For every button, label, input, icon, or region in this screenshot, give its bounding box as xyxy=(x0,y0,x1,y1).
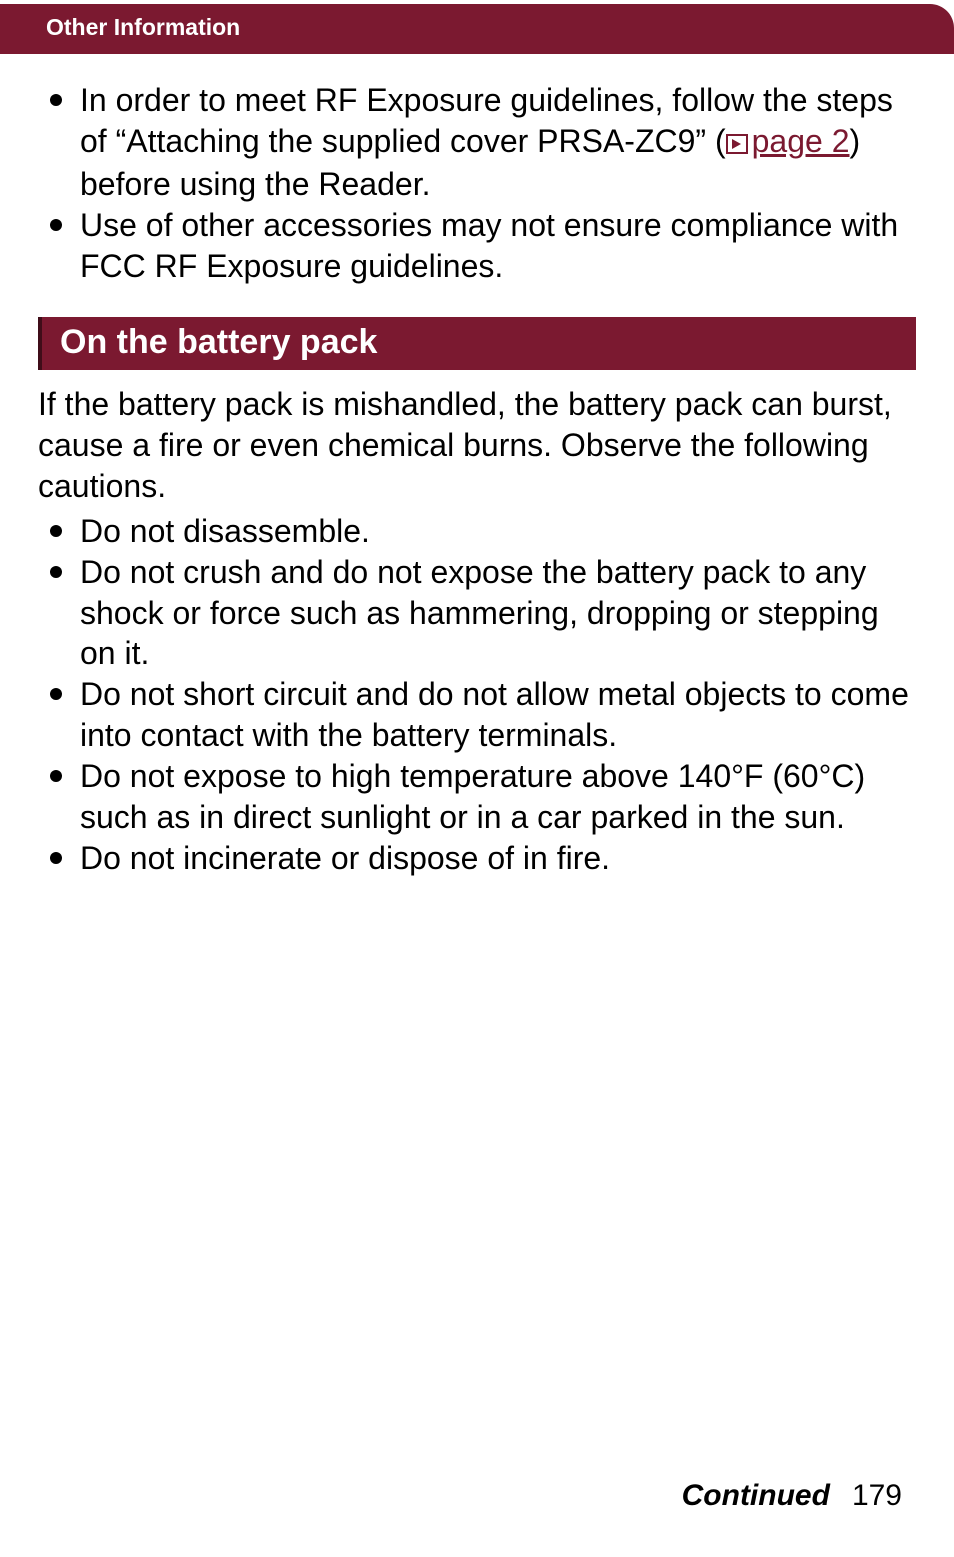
battery-cautions-list: Do not disassemble. Do not crush and do … xyxy=(38,511,916,880)
list-item-text: Do not disassemble. xyxy=(80,513,370,549)
intro-bullet-list: In order to meet RF Exposure guidelines,… xyxy=(38,80,916,287)
list-item: Do not short circuit and do not allow me… xyxy=(74,674,916,756)
section-intro-text: If the battery pack is mishandled, the b… xyxy=(38,384,916,507)
page-ref-icon xyxy=(726,123,748,164)
page-number: 179 xyxy=(852,1479,902,1512)
list-item-text: Use of other accessories may not ensure … xyxy=(80,207,898,284)
list-item: Do not disassemble. xyxy=(74,511,916,552)
list-item: Use of other accessories may not ensure … xyxy=(74,205,916,287)
page-footer: Continued 179 xyxy=(682,1479,902,1513)
list-item: In order to meet RF Exposure guidelines,… xyxy=(74,80,916,205)
list-item-text: Do not incinerate or dispose of in fire. xyxy=(80,840,610,876)
page-content: In order to meet RF Exposure guidelines,… xyxy=(38,80,916,879)
section-heading: On the battery pack xyxy=(38,317,916,370)
page-link[interactable]: page 2 xyxy=(726,123,850,159)
list-item: Do not incinerate or dispose of in fire. xyxy=(74,838,916,879)
list-item: Do not expose to high temperature above … xyxy=(74,756,916,838)
page-link-text: page 2 xyxy=(752,123,850,159)
header-tab-label: Other Information xyxy=(40,4,254,51)
list-item-text: Do not crush and do not expose the batte… xyxy=(80,554,879,672)
continued-label: Continued xyxy=(682,1479,830,1512)
list-item: Do not crush and do not expose the batte… xyxy=(74,552,916,675)
list-item-text: Do not short circuit and do not allow me… xyxy=(80,676,909,753)
list-item-text: Do not expose to high temperature above … xyxy=(80,758,865,835)
page: Other Information In order to meet RF Ex… xyxy=(0,0,954,1557)
